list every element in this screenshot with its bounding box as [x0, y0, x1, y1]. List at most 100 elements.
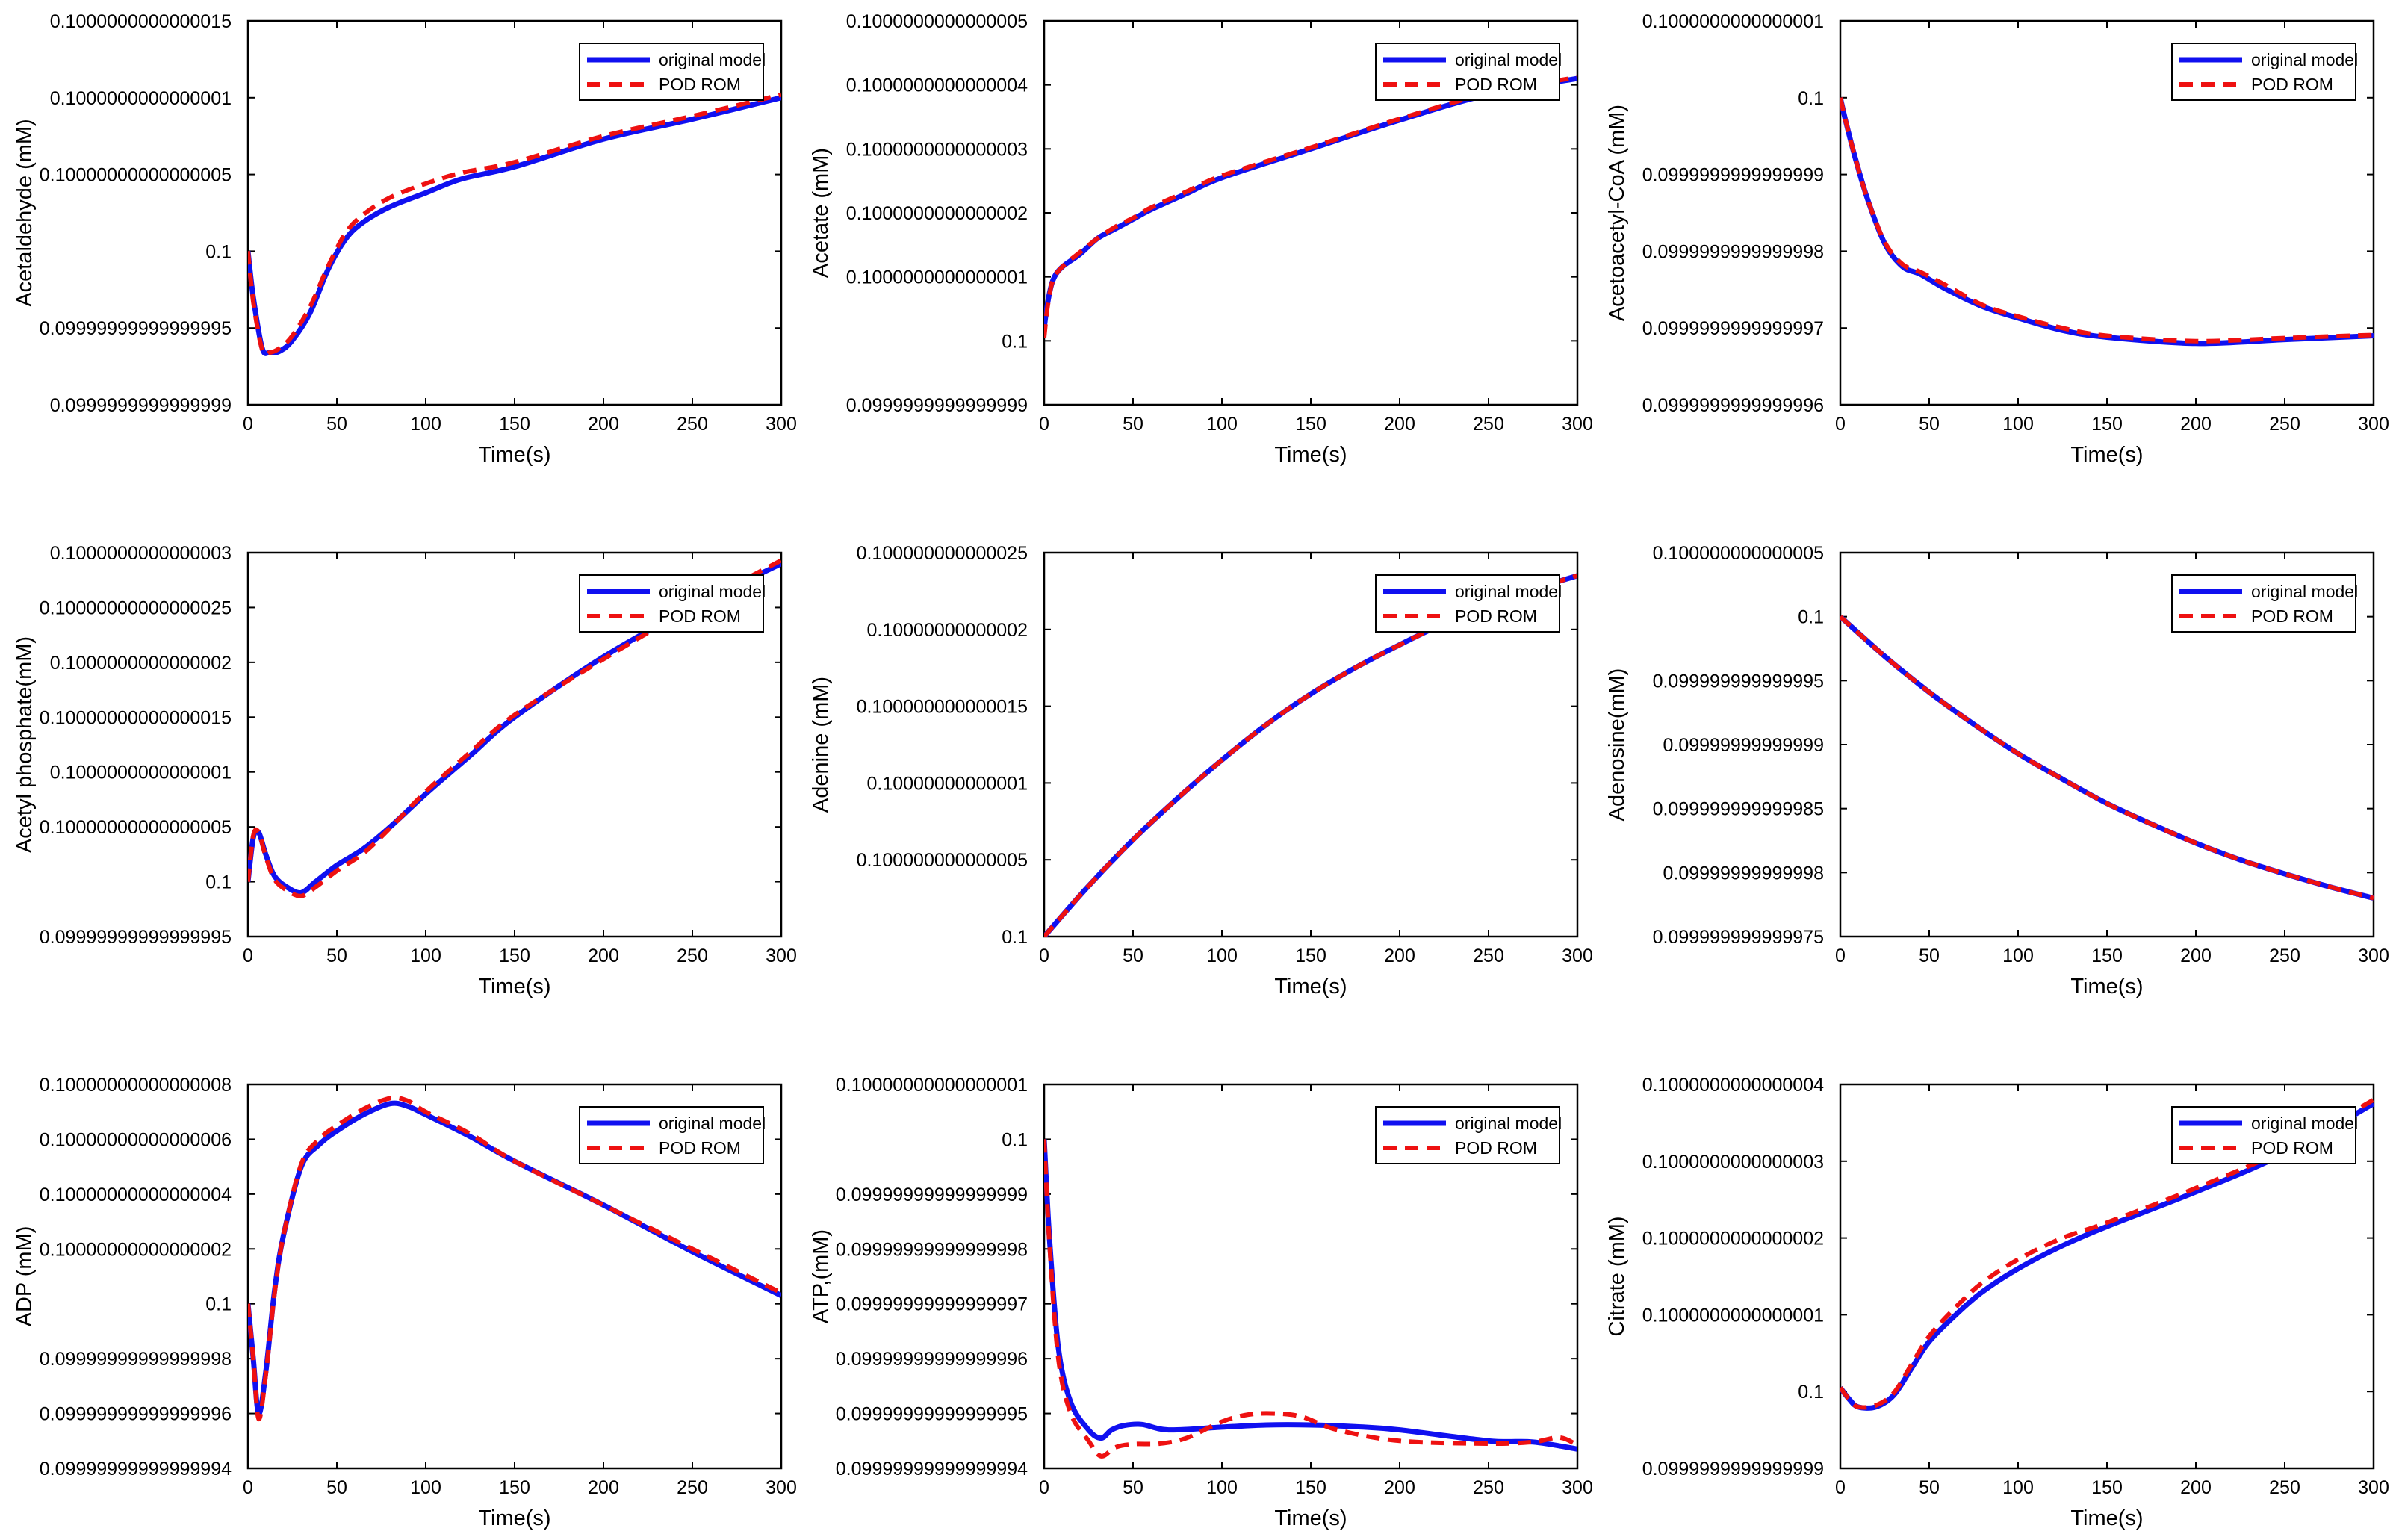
y-tick-label: 0.10000000000001 [866, 773, 1028, 794]
y-axis-label: Acetyl phosphate(mM) [13, 636, 37, 853]
legend-label: original model [2251, 582, 2358, 601]
x-tick-label: 0 [243, 946, 253, 966]
x-tick-label: 300 [2358, 1477, 2389, 1498]
x-tick-label: 50 [1123, 946, 1143, 966]
series-pod-rom [1840, 97, 2374, 344]
legend-label: POD ROM [1455, 606, 1537, 626]
series-pod-rom [1840, 615, 2374, 901]
y-tick-label: 0.10000000000000008 [40, 1075, 232, 1096]
y-tick-label: 0.0999999999999996 [1642, 395, 1824, 416]
y-axis-label: Acetate (mM) [809, 148, 833, 278]
series-original-model [1840, 96, 2374, 347]
x-tick-label: 150 [1295, 1477, 1326, 1498]
legend-label: POD ROM [659, 75, 741, 94]
legend-label: POD ROM [2251, 606, 2333, 626]
x-tick-label: 150 [2091, 414, 2123, 435]
x-tick-label: 200 [1384, 1477, 1415, 1498]
x-tick-label: 100 [410, 946, 441, 966]
y-tick-label: 0.1 [1798, 1382, 1824, 1403]
legend-label: POD ROM [2251, 1138, 2333, 1158]
x-tick-label: 300 [766, 414, 797, 435]
series-original-model [1840, 1101, 2374, 1411]
y-tick-label: 0.099999999999985 [1653, 799, 1824, 820]
subplot-9: 0 50 100 150 200 250 3000.10000000000000040.10… [1605, 1075, 2389, 1530]
legend: original model POD ROM [579, 574, 766, 633]
y-tick-label: 0.10000000000000025 [40, 597, 232, 618]
legend-label: original model [1455, 582, 1562, 601]
x-axis-label: Time(s) [478, 443, 550, 467]
y-tick-label: 0.099999999999995 [1653, 671, 1824, 692]
legend: original model POD ROM [579, 1106, 766, 1164]
legend-label: original model [1455, 1114, 1562, 1133]
y-tick-label: 0.1000000000000002 [1642, 1229, 1824, 1249]
legend: original model POD ROM [1375, 1106, 1562, 1164]
y-tick-label: 0.09999999999999995 [836, 1404, 1028, 1425]
y-tick-label: 0.09999999999999998 [40, 1349, 232, 1370]
x-axis-label: Time(s) [478, 975, 550, 999]
y-tick-label: 0.100000000000015 [857, 697, 1028, 718]
x-tick-label: 100 [410, 1477, 441, 1498]
x-axis-label: Time(s) [2070, 1506, 2143, 1530]
series-pod-rom [1044, 1139, 1577, 1459]
y-tick-label: 0.1000000000000001 [1642, 11, 1824, 32]
x-tick-label: 200 [1384, 414, 1415, 435]
y-tick-label: 0.1000000000000003 [50, 543, 232, 564]
y-tick-label: 0.09999999999999996 [40, 1404, 232, 1425]
x-tick-label: 100 [2002, 946, 2034, 966]
x-tick-label: 0 [1835, 1477, 1846, 1498]
y-tick-label: 0.0999999999999999 [846, 395, 1028, 416]
y-tick-label: 0.1 [1002, 1129, 1028, 1150]
subplot-1: 0 50 100 150 200 250 3000.10000000000000150.10… [13, 11, 797, 467]
x-tick-label: 250 [677, 1477, 708, 1498]
subplot-6: 0 50 100 150 200 250 300 0.100000000000005 0.1 0.… [1605, 543, 2389, 999]
y-tick-label: 0.100000000000025 [857, 543, 1028, 564]
y-tick-label: 0.09999999999999998 [836, 1239, 1028, 1260]
subplot-2: 0 50 100 150 200 250 3000.10000000000000050.10… [809, 11, 1593, 467]
y-tick-label: 0.1000000000000015 [50, 11, 232, 32]
legend: original model POD ROM [2171, 574, 2358, 633]
x-tick-label: 300 [2358, 946, 2389, 966]
subplot-8: 0 50 100 150 200 250 300 0.10000000000000001 0.1… [809, 1075, 1593, 1530]
y-tick-label: 0.09999999999998 [1663, 863, 1824, 884]
y-axis-label: Adenine (mM) [809, 677, 833, 813]
x-tick-label: 300 [1562, 1477, 1593, 1498]
y-tick-label: 0.1000000000000005 [846, 11, 1028, 32]
x-tick-label: 50 [1123, 414, 1143, 435]
x-tick-label: 100 [1206, 1477, 1238, 1498]
y-tick-label: 0.1000000000000004 [1642, 1075, 1824, 1096]
y-tick-label: 0.09999999999999996 [836, 1349, 1028, 1370]
y-tick-label: 0.1 [205, 241, 232, 262]
subplot-3: 0 50 100 150 200 250 300 0.1000000000000001 0.1 0… [1605, 11, 2389, 467]
y-tick-label: 0.0999999999999997 [1642, 318, 1824, 339]
x-tick-label: 300 [766, 1477, 797, 1498]
y-axis-label: Acetoacetyl-CoA (mM) [1605, 105, 1629, 321]
x-tick-label: 300 [2358, 414, 2389, 435]
x-tick-label: 50 [1919, 946, 1940, 966]
x-tick-label: 250 [1473, 414, 1504, 435]
x-tick-label: 0 [1039, 414, 1049, 435]
x-axis-label: Time(s) [1274, 1506, 1347, 1530]
legend: original model POD ROM [2171, 43, 2358, 101]
y-axis-label: ADP (mM) [13, 1226, 37, 1327]
x-tick-label: 250 [1473, 1477, 1504, 1498]
y-axis-label: ATP,(mM) [809, 1229, 833, 1323]
y-tick-label: 0.1 [205, 1294, 232, 1315]
x-tick-label: 50 [1123, 1477, 1143, 1498]
x-tick-label: 200 [588, 1477, 619, 1498]
y-axis-label: Adenosine(mM) [1605, 668, 1629, 822]
y-axis-label: Acetaldehyde (mM) [13, 119, 37, 306]
x-tick-label: 250 [1473, 946, 1504, 966]
legend-label: original model [2251, 50, 2358, 69]
y-tick-label: 0.10000000000000004 [40, 1185, 232, 1205]
y-tick-label: 0.0999999999999998 [1642, 241, 1824, 262]
y-tick-label: 0.1000000000000003 [846, 139, 1028, 160]
x-tick-label: 300 [1562, 946, 1593, 966]
legend-label: POD ROM [1455, 1138, 1537, 1158]
y-tick-label: 0.1000000000000004 [846, 75, 1028, 96]
legend-label: original model [2251, 1114, 2358, 1133]
x-tick-label: 250 [2269, 414, 2300, 435]
y-tick-label: 0.0999999999999999 [50, 395, 232, 416]
x-tick-label: 0 [1039, 946, 1049, 966]
x-axis-label: Time(s) [2070, 443, 2143, 467]
x-tick-label: 150 [2091, 1477, 2123, 1498]
